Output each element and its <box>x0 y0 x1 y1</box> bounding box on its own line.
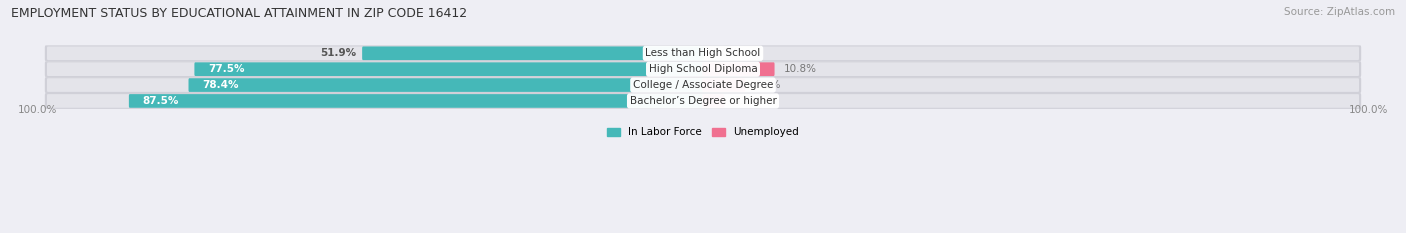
Text: Bachelor’s Degree or higher: Bachelor’s Degree or higher <box>630 96 776 106</box>
FancyBboxPatch shape <box>46 94 1360 108</box>
Text: Source: ZipAtlas.com: Source: ZipAtlas.com <box>1284 7 1395 17</box>
Text: 3.1%: 3.1% <box>733 96 759 106</box>
FancyBboxPatch shape <box>45 77 1361 93</box>
Legend: In Labor Force, Unemployed: In Labor Force, Unemployed <box>603 123 803 142</box>
FancyBboxPatch shape <box>46 62 1360 76</box>
Text: 10.8%: 10.8% <box>783 64 817 74</box>
Text: 78.4%: 78.4% <box>202 80 239 90</box>
Text: 77.5%: 77.5% <box>208 64 245 74</box>
FancyBboxPatch shape <box>45 61 1361 77</box>
FancyBboxPatch shape <box>45 93 1361 109</box>
FancyBboxPatch shape <box>702 78 745 92</box>
Text: 0.0%: 0.0% <box>713 48 740 58</box>
FancyBboxPatch shape <box>45 45 1361 61</box>
FancyBboxPatch shape <box>363 46 704 60</box>
Text: High School Diploma: High School Diploma <box>648 64 758 74</box>
FancyBboxPatch shape <box>46 78 1360 92</box>
Text: 6.3%: 6.3% <box>754 80 780 90</box>
Text: 100.0%: 100.0% <box>1348 105 1388 115</box>
FancyBboxPatch shape <box>46 46 1360 60</box>
Text: Less than High School: Less than High School <box>645 48 761 58</box>
FancyBboxPatch shape <box>188 78 704 92</box>
Text: 100.0%: 100.0% <box>18 105 58 115</box>
Text: 51.9%: 51.9% <box>321 48 356 58</box>
Text: College / Associate Degree: College / Associate Degree <box>633 80 773 90</box>
FancyBboxPatch shape <box>129 94 704 108</box>
FancyBboxPatch shape <box>702 62 775 76</box>
FancyBboxPatch shape <box>702 94 724 108</box>
FancyBboxPatch shape <box>194 62 704 76</box>
Text: EMPLOYMENT STATUS BY EDUCATIONAL ATTAINMENT IN ZIP CODE 16412: EMPLOYMENT STATUS BY EDUCATIONAL ATTAINM… <box>11 7 467 20</box>
Text: 87.5%: 87.5% <box>143 96 179 106</box>
